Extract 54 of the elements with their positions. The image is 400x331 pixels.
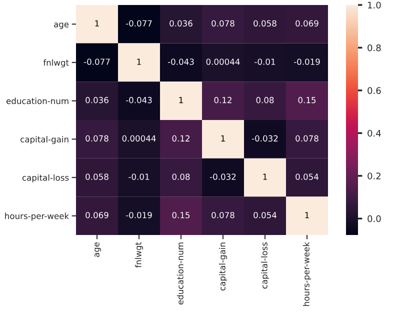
data-label: 0.15 <box>298 96 316 104</box>
data-label: 0.12 <box>172 135 190 142</box>
data-label: 0.069 <box>296 20 318 27</box>
data-label: -0.019 <box>126 212 152 218</box>
data-label: -0.043 <box>126 96 152 104</box>
color-bar-label: 0.0 <box>368 215 381 222</box>
data-label: -0.032 <box>252 135 278 142</box>
x-tick-label: hours-per-week <box>302 242 312 306</box>
data-label: 1 <box>263 174 267 180</box>
data-label: -0.019 <box>294 58 320 65</box>
data-label: 0.058 <box>254 20 276 27</box>
data-label: 1 <box>137 58 141 65</box>
data-label: 0.078 <box>212 212 234 218</box>
y-tick-label: fnlwgt <box>43 59 69 68</box>
color-bar-label: 0.8 <box>368 44 381 52</box>
data-label: -0.043 <box>168 58 194 65</box>
data-label: 0.00044 <box>206 58 240 65</box>
data-label: -0.01 <box>254 58 276 65</box>
x-tick-label: fnlwgt <box>134 242 144 268</box>
color-bar-label: 0.4 <box>368 130 381 137</box>
y-tick-label: age <box>54 22 69 30</box>
x-tick-label: capital-gain <box>218 242 228 290</box>
x-tick-label: age <box>94 242 102 257</box>
data-label: -0.077 <box>84 58 110 65</box>
data-label: 0.054 <box>254 212 276 218</box>
data-label: 0.078 <box>86 135 108 142</box>
data-label: 0.058 <box>86 174 108 180</box>
data-label: 0.078 <box>212 20 234 27</box>
data-label: 0.08 <box>256 96 274 104</box>
data-label: 1 <box>179 97 183 104</box>
data-label: -0.032 <box>210 174 236 180</box>
y-tick-label: capital-gain <box>20 136 68 144</box>
data-label: 0.069 <box>86 212 108 218</box>
data-label: 1 <box>221 135 225 142</box>
x-tick-label: capital-loss <box>260 242 270 289</box>
data-label: 1 <box>305 212 309 218</box>
data-label: 0.12 <box>214 96 232 104</box>
y-tick-label: hours-per-week <box>5 212 70 221</box>
data-label: 0.036 <box>170 20 192 27</box>
color-bar-label: 0.6 <box>368 87 381 94</box>
data-label: 0.054 <box>296 174 318 180</box>
y-tick-label: education-num <box>6 98 68 104</box>
data-label: 1 <box>95 20 99 26</box>
y-tick-label: capital-loss <box>22 174 69 182</box>
color-bar-label: 1.0 <box>368 2 381 9</box>
data-label: 0.15 <box>172 212 190 218</box>
data-label: 0.08 <box>172 174 190 180</box>
data-label: 0.00044 <box>122 135 156 142</box>
data-label: 0.036 <box>86 96 108 104</box>
data-label: -0.077 <box>126 20 152 27</box>
data-label: -0.01 <box>128 174 150 180</box>
data-label: 0.078 <box>296 135 318 142</box>
x-tick-label: education-num <box>176 242 184 305</box>
color-bar-label: 0.2 <box>368 172 380 180</box>
